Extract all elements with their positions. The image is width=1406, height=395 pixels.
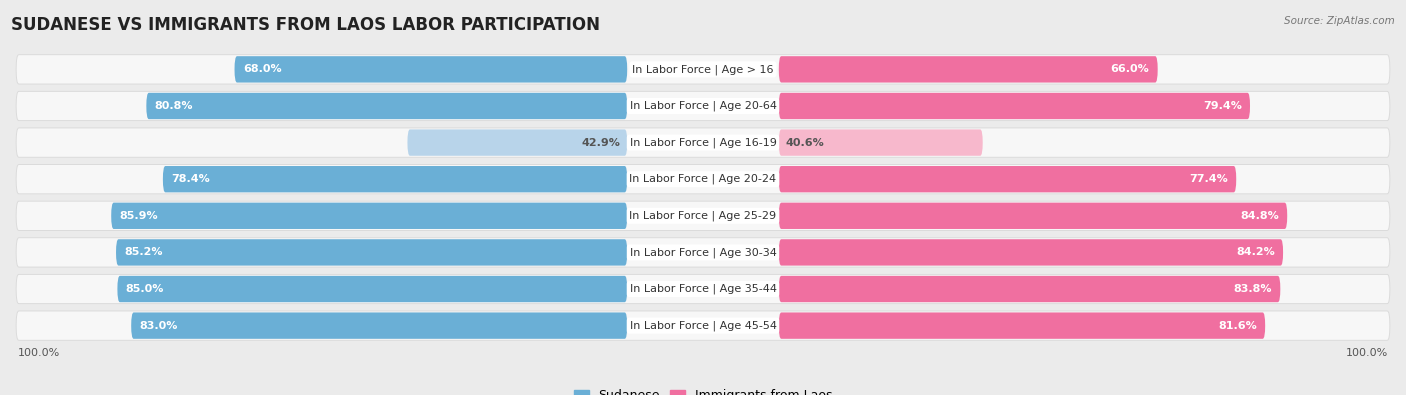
FancyBboxPatch shape: [779, 56, 1157, 83]
FancyBboxPatch shape: [779, 312, 1265, 339]
Text: 83.0%: 83.0%: [139, 321, 177, 331]
Text: 85.0%: 85.0%: [125, 284, 165, 294]
FancyBboxPatch shape: [235, 56, 627, 83]
Text: 78.4%: 78.4%: [172, 174, 209, 184]
FancyBboxPatch shape: [117, 276, 627, 302]
Text: In Labor Force | Age 45-54: In Labor Force | Age 45-54: [630, 320, 776, 331]
FancyBboxPatch shape: [15, 91, 1391, 120]
Legend: Sudanese, Immigrants from Laos: Sudanese, Immigrants from Laos: [568, 384, 838, 395]
FancyBboxPatch shape: [146, 93, 627, 119]
Text: 68.0%: 68.0%: [243, 64, 281, 74]
Text: 79.4%: 79.4%: [1204, 101, 1241, 111]
Text: 42.9%: 42.9%: [582, 137, 620, 148]
FancyBboxPatch shape: [15, 201, 1391, 230]
Text: 80.8%: 80.8%: [155, 101, 193, 111]
FancyBboxPatch shape: [779, 166, 1236, 192]
Text: SUDANESE VS IMMIGRANTS FROM LAOS LABOR PARTICIPATION: SUDANESE VS IMMIGRANTS FROM LAOS LABOR P…: [11, 16, 600, 34]
Text: 81.6%: 81.6%: [1218, 321, 1257, 331]
Text: 83.8%: 83.8%: [1233, 284, 1272, 294]
Text: 84.8%: 84.8%: [1240, 211, 1279, 221]
FancyBboxPatch shape: [15, 311, 1391, 340]
Text: In Labor Force | Age 35-44: In Labor Force | Age 35-44: [630, 284, 776, 294]
FancyBboxPatch shape: [408, 130, 627, 156]
Text: Source: ZipAtlas.com: Source: ZipAtlas.com: [1284, 16, 1395, 26]
FancyBboxPatch shape: [15, 128, 1391, 157]
Text: 85.2%: 85.2%: [124, 247, 163, 258]
Text: 66.0%: 66.0%: [1111, 64, 1150, 74]
FancyBboxPatch shape: [779, 93, 1250, 119]
FancyBboxPatch shape: [15, 55, 1391, 84]
FancyBboxPatch shape: [117, 239, 627, 265]
Text: 100.0%: 100.0%: [17, 348, 59, 357]
FancyBboxPatch shape: [779, 276, 1281, 302]
FancyBboxPatch shape: [779, 130, 983, 156]
FancyBboxPatch shape: [15, 275, 1391, 304]
Text: 77.4%: 77.4%: [1189, 174, 1227, 184]
Text: In Labor Force | Age 25-29: In Labor Force | Age 25-29: [630, 211, 776, 221]
FancyBboxPatch shape: [779, 203, 1288, 229]
FancyBboxPatch shape: [779, 239, 1284, 265]
FancyBboxPatch shape: [111, 203, 627, 229]
FancyBboxPatch shape: [131, 312, 627, 339]
FancyBboxPatch shape: [15, 238, 1391, 267]
Text: 84.2%: 84.2%: [1236, 247, 1275, 258]
Text: 85.9%: 85.9%: [120, 211, 157, 221]
Text: In Labor Force | Age 20-64: In Labor Force | Age 20-64: [630, 101, 776, 111]
FancyBboxPatch shape: [163, 166, 627, 192]
FancyBboxPatch shape: [15, 165, 1391, 194]
Text: In Labor Force | Age > 16: In Labor Force | Age > 16: [633, 64, 773, 75]
Text: In Labor Force | Age 30-34: In Labor Force | Age 30-34: [630, 247, 776, 258]
Text: In Labor Force | Age 16-19: In Labor Force | Age 16-19: [630, 137, 776, 148]
Text: 40.6%: 40.6%: [786, 137, 824, 148]
Text: 100.0%: 100.0%: [1347, 348, 1389, 357]
Text: In Labor Force | Age 20-24: In Labor Force | Age 20-24: [630, 174, 776, 184]
